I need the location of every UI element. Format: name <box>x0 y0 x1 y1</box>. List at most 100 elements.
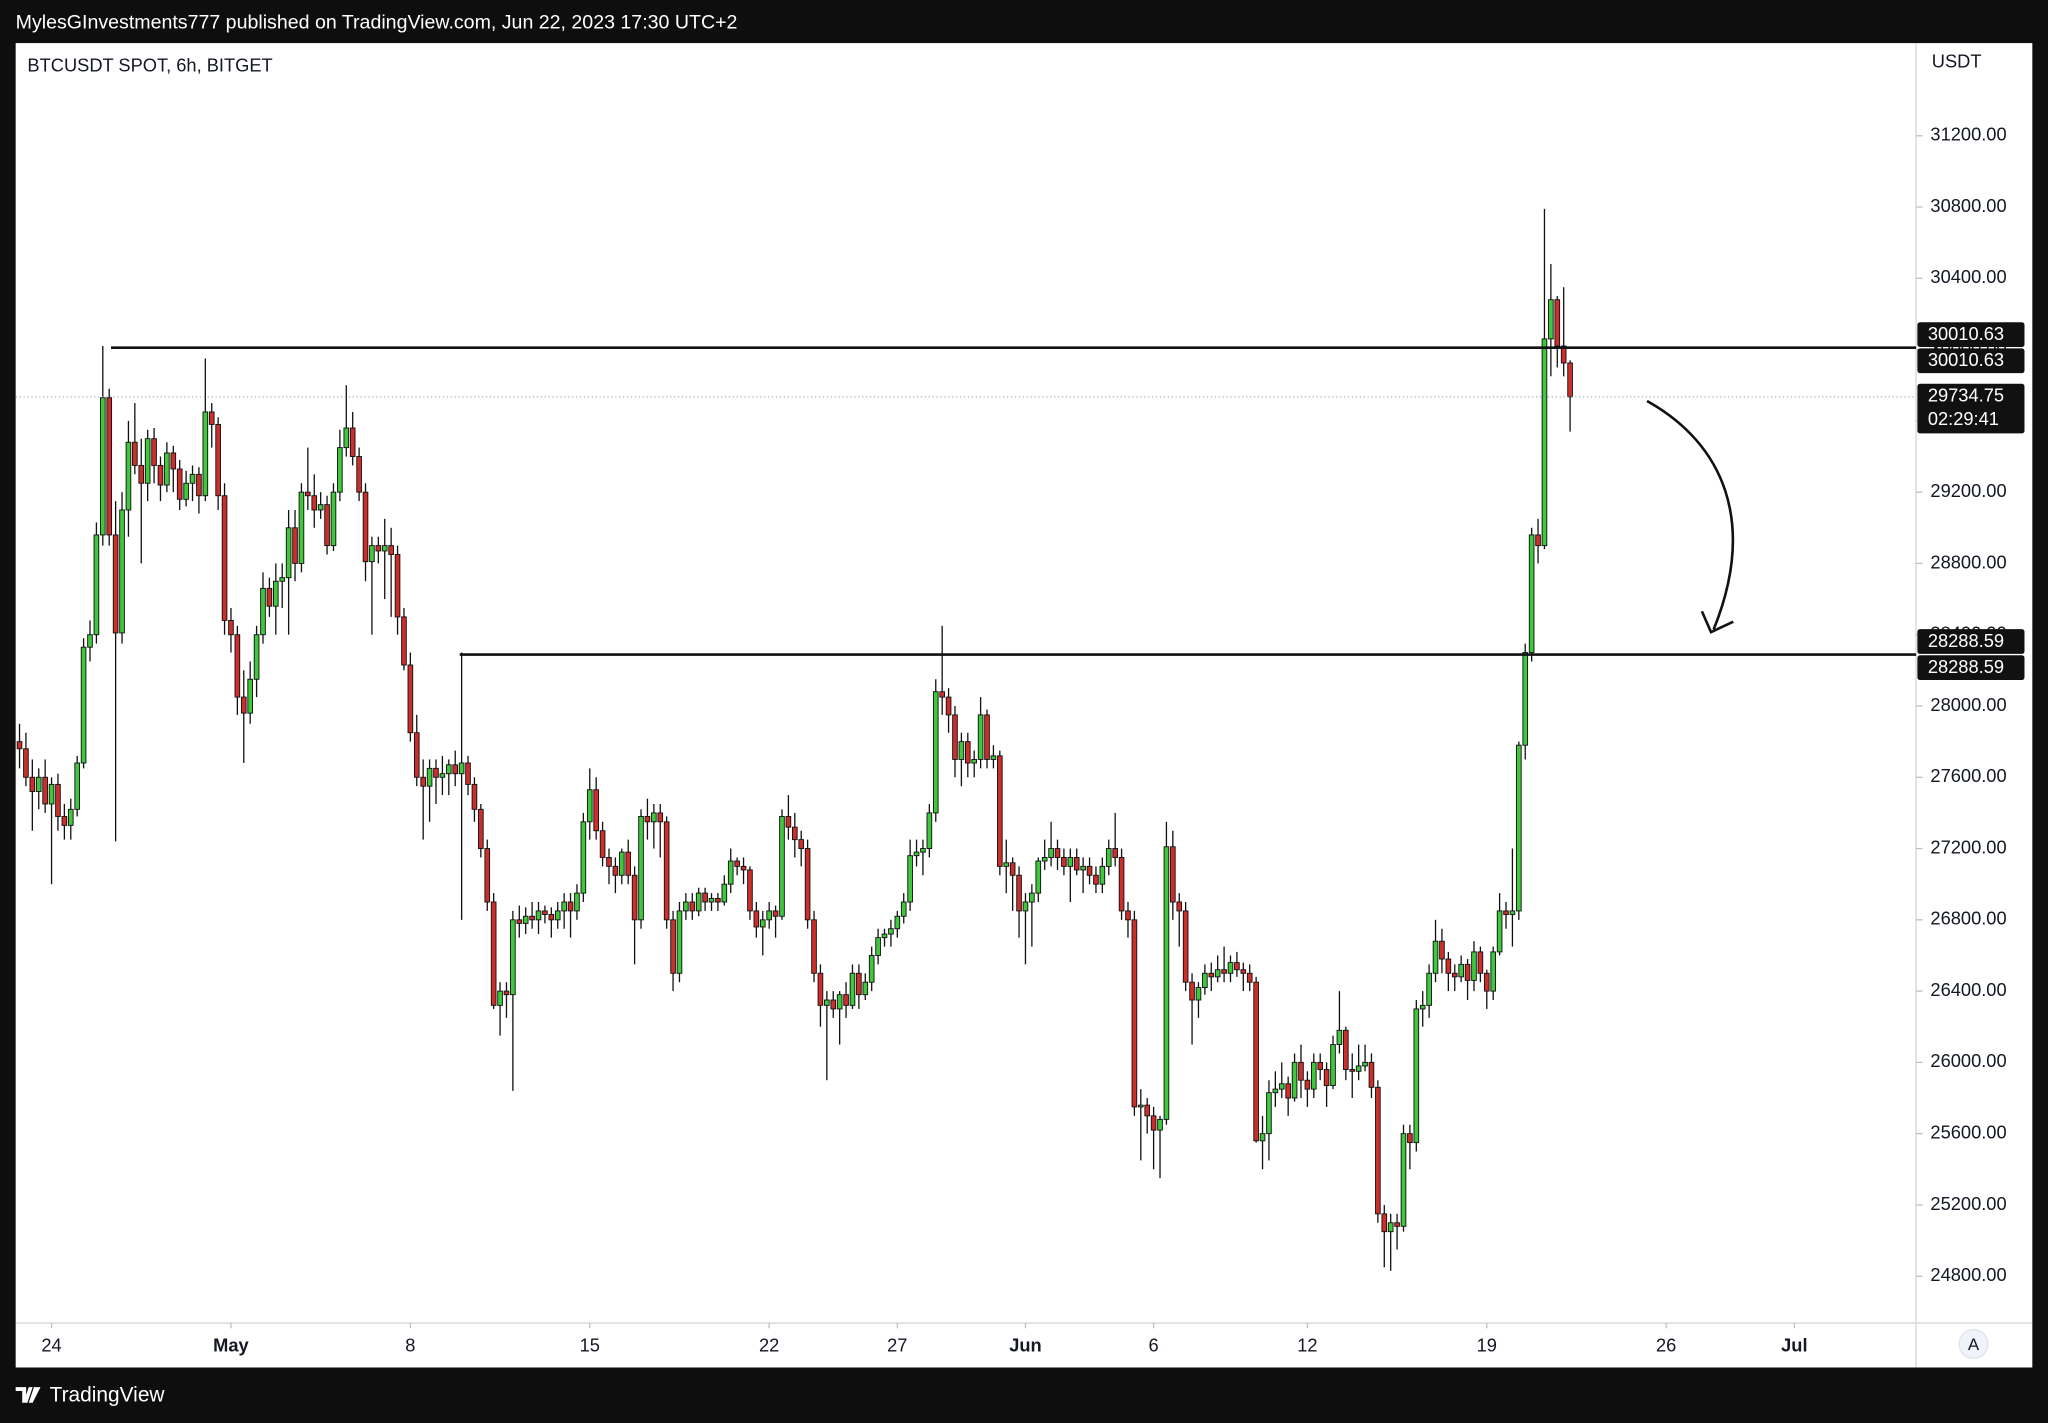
candle-body <box>1336 1029 1343 1046</box>
candle-body <box>202 411 209 497</box>
candle-body <box>1144 1104 1151 1117</box>
candle-body <box>599 830 606 858</box>
candle-body <box>1118 856 1125 912</box>
candle-body <box>516 919 523 924</box>
candle-body <box>112 534 119 634</box>
candle-body <box>240 696 247 714</box>
candle-body <box>497 990 503 1006</box>
candle-body <box>1131 919 1138 1108</box>
candle-body <box>638 816 644 921</box>
candle-body <box>920 848 926 853</box>
candle-body <box>734 860 740 867</box>
candle-body <box>106 397 113 536</box>
y-tick-label: 27200.00 <box>1930 836 2006 857</box>
candle-body <box>362 491 369 563</box>
candle-body <box>798 839 805 850</box>
candle-body <box>785 816 792 828</box>
candle-body <box>452 764 459 775</box>
candle-body <box>695 892 702 912</box>
candle-body <box>279 577 286 582</box>
candle-body <box>727 860 734 885</box>
candle-body <box>997 755 1003 867</box>
candle-body <box>888 928 894 935</box>
candle-body <box>683 901 689 912</box>
y-tick-label: 30400.00 <box>1930 266 2006 287</box>
candle-body <box>862 981 869 996</box>
x-tick-label: Jun <box>1009 1334 1041 1355</box>
candle-body <box>247 678 253 714</box>
scale-button-label[interactable]: A <box>1968 1335 1980 1354</box>
candle-body <box>843 994 849 1006</box>
level-label: 28288.59 <box>1928 656 2004 677</box>
candle-body <box>349 427 356 457</box>
candle-body <box>612 865 619 876</box>
candle-body <box>426 767 433 787</box>
candle-body <box>856 972 862 996</box>
candle-body <box>1202 972 1208 988</box>
candle-body <box>1522 652 1529 746</box>
candle-body <box>542 910 548 915</box>
candle-body <box>1323 1069 1330 1087</box>
candle-body <box>503 990 510 996</box>
candle-body <box>740 865 747 871</box>
candle-body <box>1048 848 1054 858</box>
candle-body <box>593 789 599 832</box>
candle-body <box>836 994 843 1010</box>
candle-body <box>1240 969 1247 974</box>
candle-body <box>1009 862 1016 876</box>
candle-body <box>1496 910 1503 953</box>
candle-body <box>132 441 138 466</box>
candle-body <box>151 438 157 466</box>
candle-body <box>1105 848 1112 867</box>
candle-body <box>311 495 318 511</box>
candle-body <box>1445 958 1452 974</box>
scale-button[interactable] <box>1958 1328 1989 1360</box>
candle-body <box>651 812 657 823</box>
candle-body <box>708 897 715 903</box>
candle-body <box>1073 856 1080 871</box>
candle-body <box>1150 1115 1157 1131</box>
chart-area <box>15 43 2033 1368</box>
y-tick-label: 25200.00 <box>1930 1193 2006 1214</box>
candle-body <box>894 915 901 930</box>
y-tick-label: 31200.00 <box>1930 124 2006 145</box>
candle-body <box>1310 1061 1317 1090</box>
candle-body <box>388 545 394 555</box>
x-tick-label: 12 <box>1297 1334 1317 1355</box>
candle-body <box>1464 963 1471 981</box>
candle-body <box>1227 962 1234 974</box>
candle-body <box>413 732 420 778</box>
candle-body <box>401 616 407 666</box>
candle-body <box>1317 1061 1324 1070</box>
candle-body <box>100 397 106 536</box>
candle-body <box>990 755 997 760</box>
candle-body <box>189 473 196 484</box>
candle-body <box>1041 856 1048 862</box>
candle-body <box>324 504 330 547</box>
candle-body <box>945 696 952 716</box>
candle-body <box>971 758 978 764</box>
x-tick-label: 6 <box>1149 1334 1159 1355</box>
level-label: 30010.63 <box>1928 323 2004 344</box>
candle-body <box>164 452 170 486</box>
candle-body <box>1016 874 1022 912</box>
candle-body <box>1157 1118 1163 1131</box>
y-tick-label: 26800.00 <box>1930 908 2006 929</box>
candle-body <box>1093 874 1099 885</box>
candle-body <box>1330 1044 1336 1087</box>
candle-body <box>1266 1092 1272 1135</box>
candle-body <box>1182 910 1189 983</box>
candle-body <box>984 714 990 760</box>
candle-body <box>689 901 696 912</box>
candle-body <box>1086 865 1093 876</box>
brand-logo <box>15 1387 41 1403</box>
candle-body <box>16 741 23 750</box>
candle-body <box>458 762 465 775</box>
candle-body <box>381 545 388 552</box>
candle-body <box>1170 846 1176 903</box>
candle-body <box>1490 951 1497 992</box>
candle-body <box>1477 951 1484 974</box>
countdown-label: 02:29:41 <box>1928 408 1999 429</box>
candle-body <box>900 901 907 917</box>
level-label-box <box>1917 348 2025 374</box>
